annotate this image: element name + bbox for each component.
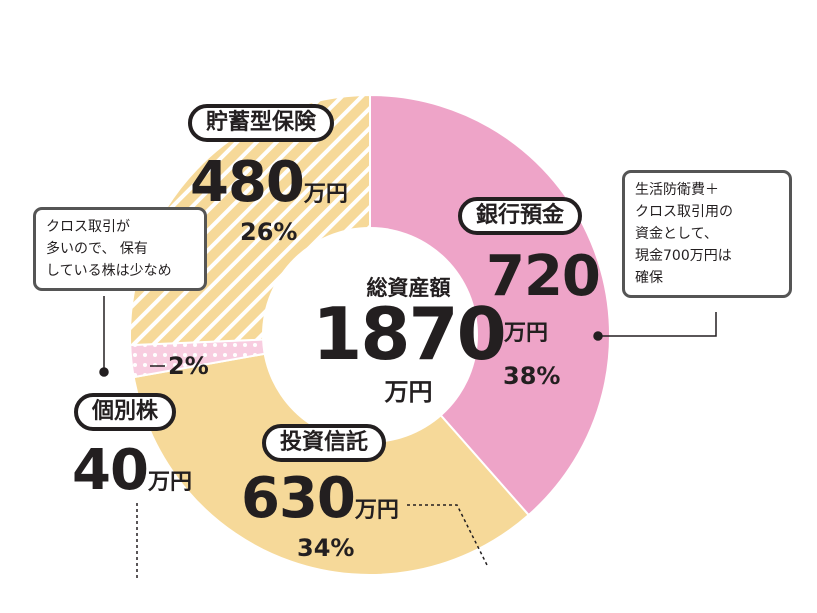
percent-fund: 34% [297, 534, 355, 562]
percent-bank: 38% [503, 362, 561, 390]
slice-label-stock: 個別株 [74, 393, 177, 431]
leader-fund [407, 504, 488, 566]
unit-bank: 万円 [504, 321, 549, 346]
unit-stock: 万円 [147, 470, 192, 495]
center-unit: 万円 [384, 378, 433, 406]
note-stock-line: している株は少なめ [46, 263, 172, 279]
value-fund: 630 [241, 466, 356, 531]
note-stock-line: クロス取引が [46, 219, 130, 235]
note-stock-line: 多いので、 保有 [46, 241, 148, 257]
slice-label-fund: 投資信託 [262, 424, 387, 462]
value-fund-group: 630万円 [241, 466, 399, 531]
donut-hole [262, 227, 478, 443]
percent-stock: 2% [168, 352, 209, 380]
unit-insurance: 万円 [303, 182, 348, 207]
value-bank: 720 [486, 244, 601, 309]
note-cash-line: 資金として、 [635, 226, 718, 242]
slice-label-insurance: 貯蓄型保険 [188, 104, 335, 142]
center-value: 1870 [312, 292, 506, 376]
percent-insurance: 26% [240, 218, 298, 246]
unit-fund: 万円 [354, 498, 399, 523]
note-cash-line: クロス取引用の [635, 204, 733, 220]
note-stock: クロス取引が 多いので、 保有 している株は少なめ [33, 207, 207, 291]
value-stock-group: 40万円 [72, 438, 192, 503]
center-label: 総資産額 [366, 276, 451, 300]
value-insurance-group: 480万円 [190, 150, 348, 215]
leader-stock-note-dot [99, 367, 109, 377]
note-cash: 生活防衛費＋ クロス取引用の 資金として、 現金700万円は 確保 [622, 170, 792, 298]
value-insurance: 480 [190, 150, 305, 215]
note-cash-line: 現金700万円は [635, 248, 732, 264]
note-cash-line: 生活防衛費＋ [635, 182, 719, 198]
value-stock: 40 [72, 438, 149, 503]
leader-cash [598, 312, 717, 337]
leader-cash-dot [593, 331, 603, 341]
note-cash-line: 確保 [635, 270, 663, 286]
slice-label-bank: 銀行預金 [458, 197, 583, 235]
